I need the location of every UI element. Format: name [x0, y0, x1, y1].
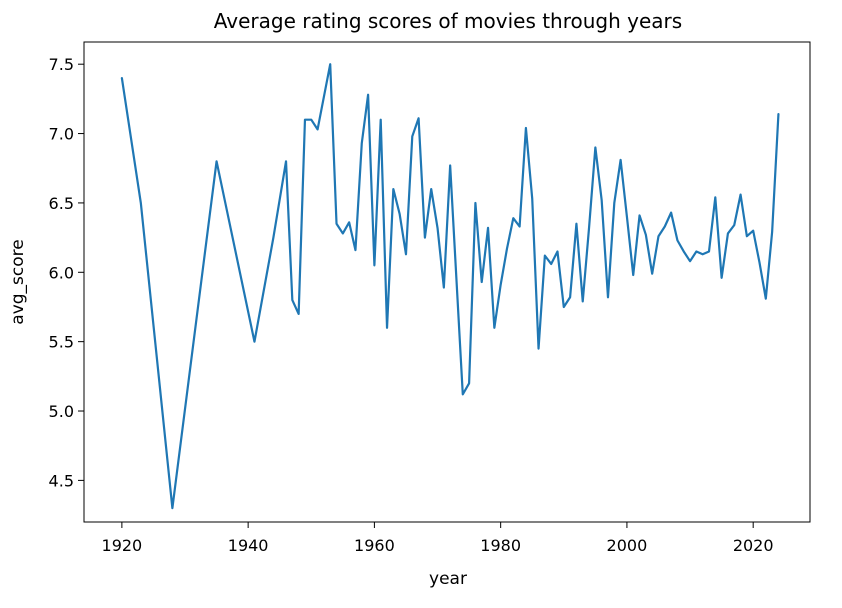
y-axis: 4.5 5.0 5.5 6.0 6.5 7.0 7.5 — [49, 55, 84, 490]
y-tick-label: 7.0 — [49, 125, 74, 144]
y-tick-label: 6.0 — [49, 263, 74, 282]
x-tick-label: 2000 — [607, 536, 648, 555]
chart-title: Average rating scores of movies through … — [214, 9, 682, 33]
x-tick-label: 1980 — [480, 536, 521, 555]
plot-frame — [83, 41, 811, 523]
y-tick-label: 5.0 — [49, 402, 74, 421]
x-tick-label: 1960 — [354, 536, 395, 555]
x-axis-label: year — [429, 569, 467, 589]
x-tick-label: 1940 — [228, 536, 269, 555]
y-tick-label: 6.5 — [49, 194, 74, 213]
y-axis-label: avg_score — [8, 239, 28, 324]
series-line — [120, 63, 780, 510]
x-tick-label: 1920 — [102, 536, 143, 555]
y-tick-label: 7.5 — [49, 55, 74, 74]
y-tick-label: 4.5 — [49, 471, 74, 490]
y-tick-label: 5.5 — [49, 333, 74, 352]
x-axis: 1920 1940 1960 1980 2000 2020 — [102, 522, 774, 555]
x-tick-label: 2020 — [733, 536, 774, 555]
plot-area — [120, 63, 780, 510]
